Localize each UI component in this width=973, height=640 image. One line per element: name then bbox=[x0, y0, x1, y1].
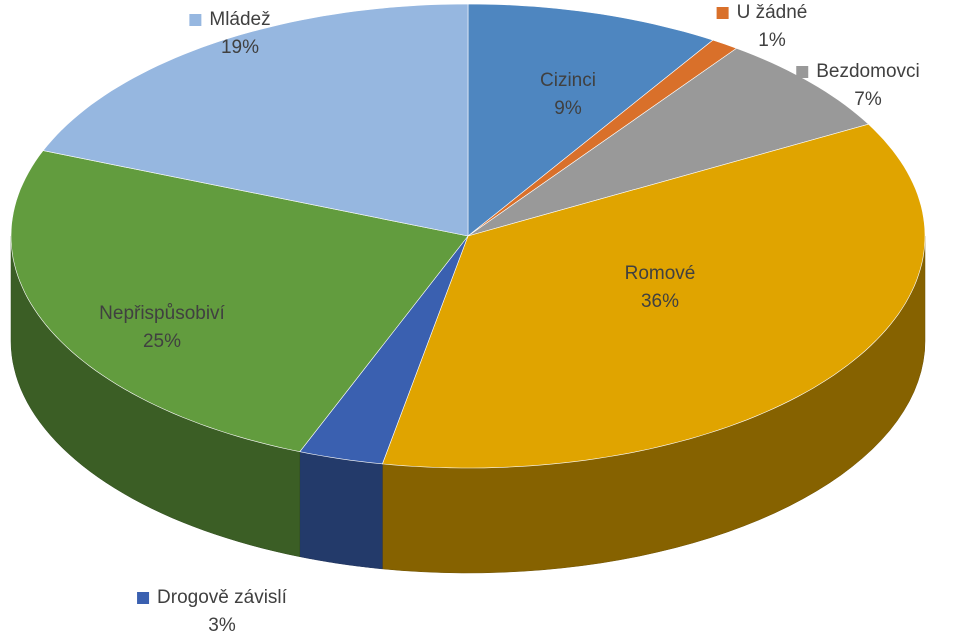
data-label: U žádné 1% bbox=[716, 2, 808, 51]
category-label: Nepřispůsobiví bbox=[99, 303, 225, 324]
category-label: Drogově závislí bbox=[157, 587, 288, 608]
legend-swatch bbox=[716, 7, 729, 19]
slice bbox=[42, 3, 469, 237]
category-label: Cizinci bbox=[540, 70, 596, 91]
value-label: 19% bbox=[221, 37, 259, 58]
data-label: Nepřispůsobiví 25% bbox=[99, 303, 225, 352]
slice bbox=[467, 3, 714, 237]
slice bbox=[10, 150, 469, 453]
slice-side bbox=[299, 451, 383, 570]
data-label: Mládež 19% bbox=[189, 9, 271, 58]
category-label: Mládež bbox=[209, 9, 270, 30]
legend-swatch bbox=[137, 592, 150, 604]
slice bbox=[381, 123, 926, 469]
legend-swatch bbox=[189, 14, 202, 26]
value-label: 3% bbox=[208, 615, 236, 636]
data-label: Bezdomovci 7% bbox=[796, 61, 920, 110]
slice bbox=[467, 47, 870, 237]
category-label: Bezdomovci bbox=[816, 61, 920, 82]
legend-swatch bbox=[796, 66, 809, 78]
data-label: Romové 36% bbox=[625, 263, 696, 312]
value-label: 1% bbox=[758, 30, 786, 51]
category-label: U žádné bbox=[737, 2, 808, 23]
category-label: Romové bbox=[625, 263, 696, 284]
value-label: 7% bbox=[854, 89, 882, 110]
slice bbox=[299, 235, 469, 465]
data-label: Drogově závislí 3% bbox=[137, 587, 288, 636]
value-label: 9% bbox=[554, 98, 582, 119]
data-label: Cizinci 9% bbox=[540, 70, 596, 119]
value-label: 25% bbox=[143, 331, 181, 352]
value-label: 36% bbox=[641, 291, 679, 312]
